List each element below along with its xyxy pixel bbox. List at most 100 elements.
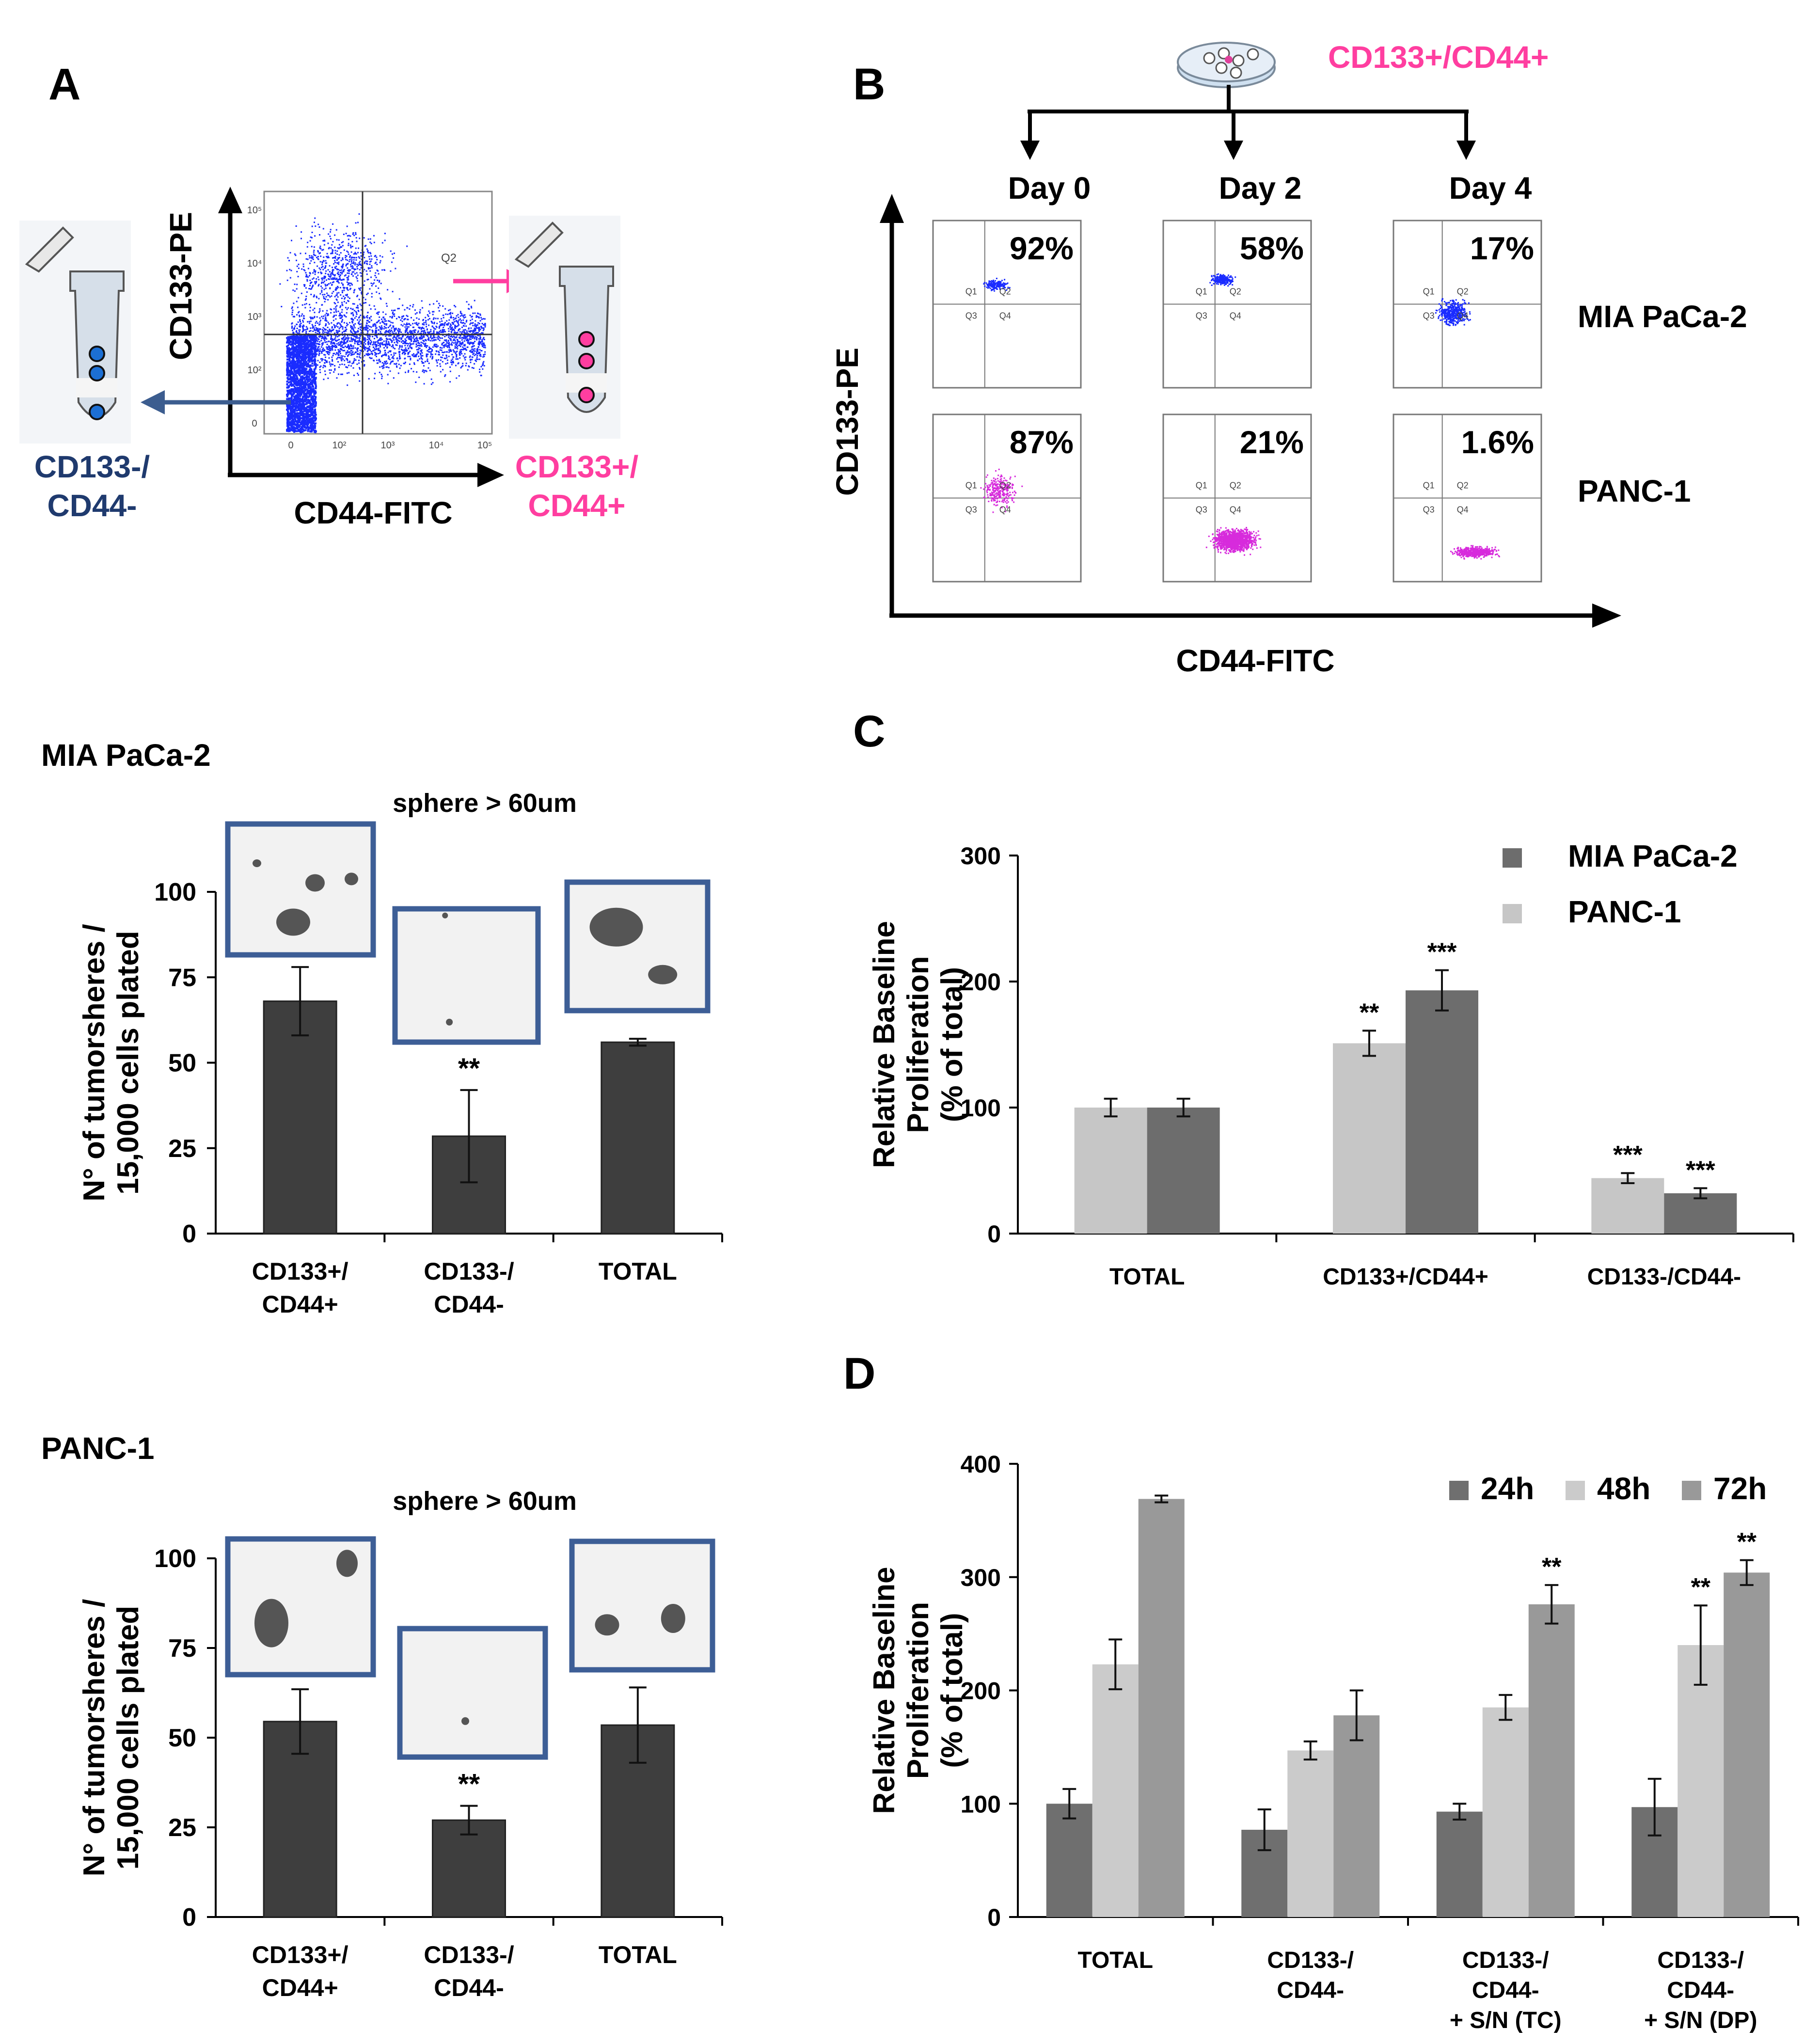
panel-a-dot (296, 389, 298, 391)
panel-a-dot (302, 352, 304, 355)
panel-a-dot (348, 260, 350, 262)
panel-a-dot (301, 358, 303, 360)
panel-a-dot (365, 326, 367, 328)
panel-a-dot (299, 415, 301, 418)
panel-a-dot (314, 382, 316, 385)
panel-a-dot (314, 417, 317, 419)
panel-a-dot (334, 337, 336, 339)
panel-a-dot (460, 321, 462, 323)
panel-a-dot (352, 319, 354, 321)
panel-a-dot (343, 339, 345, 341)
panel-a-dot (297, 358, 300, 360)
panel-a-dot (411, 317, 412, 318)
panel-a-dot (457, 340, 459, 342)
panel-a-dot (370, 253, 372, 254)
panel-a-dot (315, 387, 317, 389)
panel-a-dot (332, 241, 334, 243)
panel-a-dot (352, 246, 353, 248)
panel-a-dot (330, 308, 332, 310)
panel-a-dot (291, 335, 293, 337)
panel-a-dot (342, 338, 344, 340)
panel-a-dot (440, 331, 442, 333)
panel-a-dot (391, 317, 393, 319)
panel-a-dot (445, 339, 447, 341)
panel-a-dot (295, 345, 298, 348)
panel-a-dot (304, 429, 307, 431)
panel-a-dot (371, 293, 373, 295)
panel-a-dot (469, 315, 471, 317)
panel-a-dot (287, 386, 290, 389)
panel-a-dot (302, 361, 305, 363)
panel-a-dot (347, 259, 348, 261)
panel-a-dot (393, 336, 395, 338)
panel-a-dot (360, 263, 362, 265)
panel-a-dot (366, 354, 368, 356)
panel-a-dot (338, 263, 340, 265)
panel-a-dot (333, 324, 335, 326)
panel-a-dot (385, 324, 387, 326)
panel-a-dot (302, 354, 304, 357)
panel-a-dot (302, 365, 304, 367)
panel-a-letter: A (48, 60, 80, 109)
panel-a-dot (471, 348, 473, 350)
panel-a-dot (293, 335, 295, 338)
panel-a-dot (360, 315, 362, 316)
panel-a-dot (314, 381, 317, 383)
panel-a-dot (327, 315, 328, 317)
panel-a-dot (332, 342, 334, 344)
panel-a-dot (353, 292, 355, 293)
panel-a-dot (424, 344, 426, 346)
panel-a-dot (338, 335, 340, 337)
panel-a-dot (293, 371, 296, 373)
panel-a-dot (469, 338, 471, 340)
panel-a-dot (309, 374, 311, 376)
panel-a-dot (418, 327, 420, 329)
panel-a-dot (404, 326, 406, 328)
panel-a-dot (357, 274, 359, 276)
panel-a-dot (374, 351, 376, 353)
panel-a-dot (296, 430, 298, 432)
panel-a-dot (307, 387, 310, 389)
panel-a-dot (319, 247, 321, 249)
panel-a-dot (474, 300, 475, 301)
panel-a-dot (327, 332, 329, 334)
panel-a-dot (303, 410, 306, 412)
panel-a-dot (355, 351, 357, 353)
panel-a-dot (286, 345, 288, 348)
panel-a-dot (302, 425, 305, 428)
panel-a-dot (298, 362, 301, 364)
panel-a-dot (386, 331, 388, 333)
panel-a-dot (425, 370, 427, 372)
panel-a-dot (346, 352, 348, 354)
panel-a-dot (340, 343, 342, 345)
panel-a-dot (335, 339, 336, 341)
panel-a-dot (334, 252, 336, 254)
panel-a-dot (294, 420, 297, 423)
panel-a-dot (467, 346, 469, 348)
panel-a-dot (312, 348, 314, 350)
panel-a-dot (353, 303, 355, 305)
panel-a-dot (380, 327, 381, 329)
panel-a-dot (296, 339, 298, 342)
panel-a-dot (473, 352, 475, 354)
panel-a-dot (338, 354, 339, 356)
panel-a-dot (392, 311, 394, 313)
panel-a-dot (336, 336, 338, 338)
panel-a-dot (300, 384, 302, 387)
panel-a-dot (346, 322, 348, 324)
panel-a-dot (437, 338, 439, 340)
panel-a-dot (375, 327, 377, 329)
panel-a-dot (337, 357, 339, 359)
panel-a-dot (299, 374, 301, 377)
panel-a-dot (351, 241, 353, 243)
panel-a-dot (377, 340, 379, 342)
panel-a-dot (352, 233, 354, 235)
panel-a-dot (331, 338, 333, 340)
panel-a-dot (304, 337, 306, 339)
panel-a-dot (295, 338, 297, 341)
panel-a-dot (321, 277, 323, 279)
panel-a-dot (341, 345, 343, 347)
panel-a-dot (468, 303, 470, 305)
panel-a-dot (296, 391, 298, 394)
panel-a-dot (307, 276, 309, 278)
